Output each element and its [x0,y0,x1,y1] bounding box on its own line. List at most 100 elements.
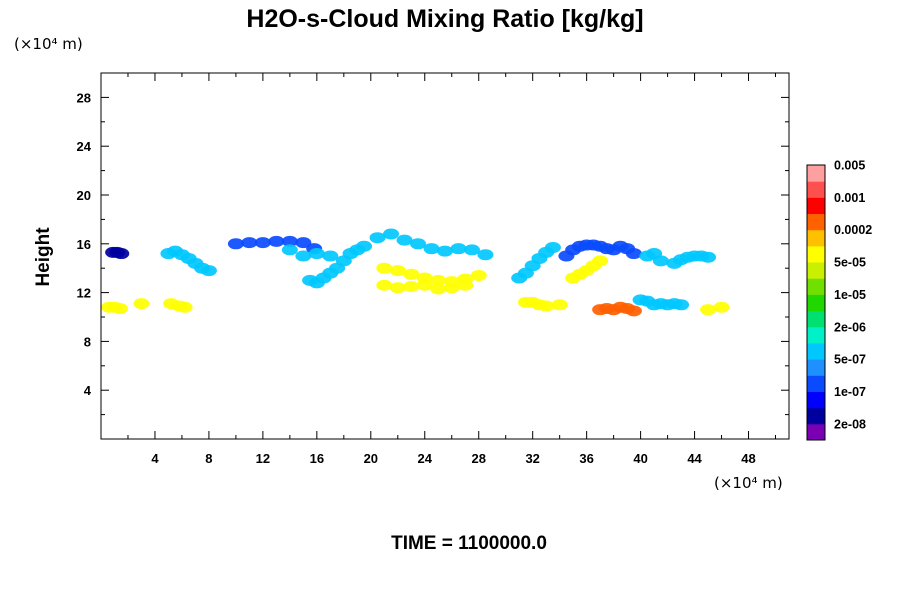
cloud-point [322,250,339,262]
cloud-point [111,302,128,314]
cloud-point [254,237,271,249]
colorbar-label: 0.005 [834,159,865,173]
cloud-cell [105,246,130,260]
colorbar-swatch [807,262,825,279]
chart-title: H2O-s-Cloud Mixing Ratio [kg/kg] [246,5,643,33]
y-tick-label: 4 [84,383,92,398]
colorbar: 2e-08 1e-07 5e-07 2e-06 1e-05 5e-05 0.0002 0.00… [806,159,872,441]
colorbar-label: 5e-05 [834,256,866,270]
x-tick-label: 40 [633,451,647,466]
cloud-point [241,237,258,249]
cloud-cell [342,240,373,260]
x-axis-unit-label: (×10⁴ m) [714,474,783,492]
x-tick-label: 20 [364,451,378,466]
colorbar-swatch [807,326,825,344]
cloud-cell [632,294,690,311]
colorbar-swatch [807,165,825,182]
y-tick-label: 20 [77,188,91,203]
colorbar-swatch [807,229,825,247]
cloud-point [416,279,433,291]
cloud-cell [101,301,128,314]
colorbar-label: 5e-07 [834,353,866,367]
y-tick-label: 24 [77,139,92,154]
y-axis-label: Height [33,227,54,287]
cloud-point [369,232,386,244]
cloud-point [470,270,487,282]
y-tick-label: 28 [77,90,91,105]
colorbar-swatch [807,407,825,425]
cloud-point [389,265,406,277]
cloud-point [443,282,460,294]
cloud-point [268,235,285,247]
cloud-point [700,304,717,316]
cloud-point [477,249,494,261]
x-tick-label: 4 [151,451,159,466]
x-tick-label: 16 [310,451,324,466]
y-axis-unit-label: (×10⁴ m) [14,35,83,53]
colorbar-swatch [807,342,825,360]
colorbar-frame [806,164,826,441]
x-tick-label: 12 [256,451,270,466]
plot-frame [100,72,790,440]
x-tick-label: 36 [579,451,593,466]
cloud-point [450,243,467,255]
cloud-point [625,248,642,260]
cloud-point [295,250,312,262]
colorbar-swatch [807,197,825,215]
cloud-point [396,234,413,246]
x-tick-label: 24 [418,451,433,466]
cloud-point [281,235,298,247]
y-tick-label: 16 [77,237,91,252]
cloud-point [457,279,474,291]
x-tick-label: 8 [205,451,212,466]
cloud-point [389,282,406,294]
colorbar-label: 2e-08 [834,417,866,431]
colorbar-label: 1e-07 [834,385,866,399]
colorbar-label: 0.0002 [834,223,872,237]
cloud-point [700,251,717,263]
colorbar-swatch [807,294,825,312]
cloud-point [376,279,393,291]
cloud-cell [160,245,217,277]
cloud-cell [592,301,642,317]
y-tick-label: 8 [84,334,91,349]
cloud-point [113,248,130,260]
cloud-point [463,244,480,256]
cloud-point [329,262,346,274]
cloud-point [376,262,393,274]
cloud-cell [376,279,474,295]
cloud-point [383,228,400,240]
cloud-point [551,299,568,311]
x-tick-label: 48 [741,451,755,466]
cloud-point [133,298,150,310]
colorbar-swatch [807,310,825,328]
y-tick-label: 12 [77,286,91,301]
colorbar-swatch [807,181,825,198]
cloud-point [200,265,217,277]
x-tick-label: 44 [687,451,702,466]
cloud-point [423,243,440,255]
cloud-cell [558,239,642,262]
cloud-cell [517,296,568,312]
cloud-cell [666,250,717,269]
cloud-point [437,245,453,257]
y-axis: 4 8 12 16 20 24 28 [77,90,789,416]
cloud-point [625,305,642,317]
colorbar-label: 1e-05 [834,288,866,302]
colorbar-swatch [807,213,825,231]
cloud-point [403,281,420,292]
cloud-cell [369,228,494,261]
cloud-point [430,283,447,295]
cloud-point [544,241,561,253]
cloud-cell [133,298,193,313]
x-tick-label: 32 [525,451,539,466]
cloud-cell [227,235,323,255]
colorbar-swatch [807,245,825,263]
colorbar-label: 2e-06 [834,320,866,334]
cloud-field [101,228,730,317]
time-label: TIME = 1100000.0 [391,533,547,554]
colorbar-label: 0.001 [834,191,865,205]
colorbar-swatch [807,278,825,295]
cloud-cell [511,241,561,284]
